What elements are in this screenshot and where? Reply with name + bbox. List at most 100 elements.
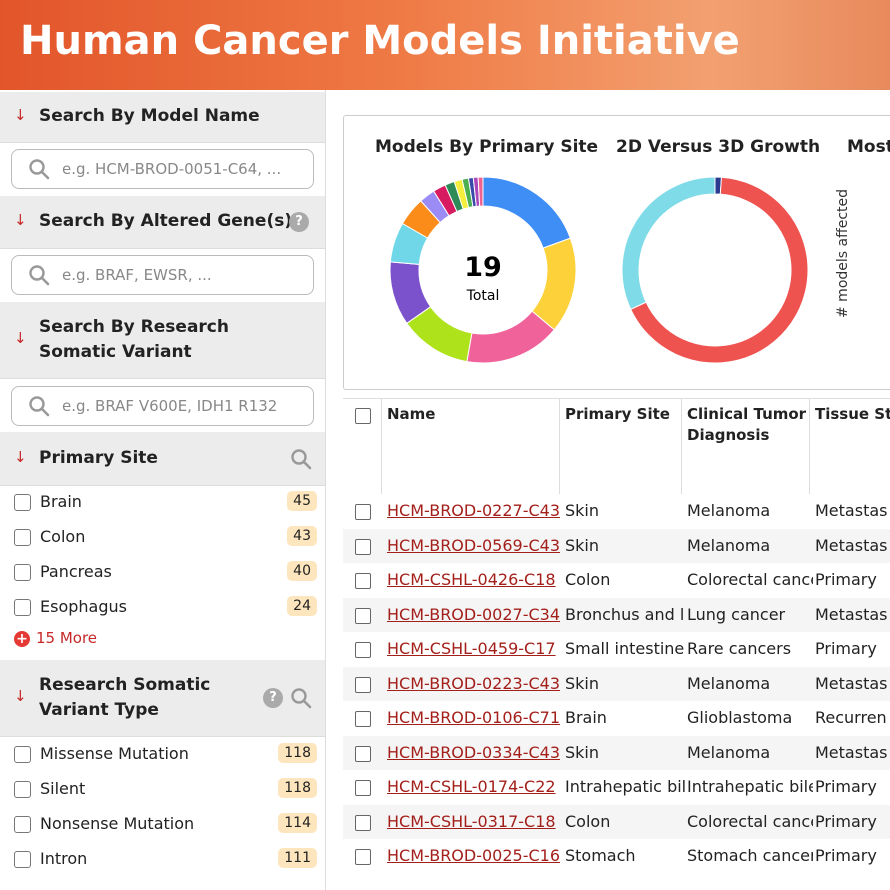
- filter-item[interactable]: Brain 45: [14, 491, 317, 515]
- checkbox[interactable]: [14, 494, 31, 511]
- checkbox[interactable]: [14, 816, 31, 833]
- section-title: Search By Altered Gene(s): [39, 211, 293, 231]
- model-link[interactable]: HCM-BROD-0227-C43: [387, 501, 561, 520]
- filter-item[interactable]: Colon 43: [14, 526, 317, 550]
- checkbox[interactable]: [355, 408, 371, 424]
- checkbox[interactable]: [355, 780, 371, 796]
- icon-part: [291, 688, 307, 704]
- checkbox[interactable]: [355, 814, 371, 831]
- column-divider: [681, 398, 682, 494]
- checkbox[interactable]: [355, 573, 371, 589]
- model-link[interactable]: HCM-BROD-0569-C43: [387, 535, 561, 555]
- center-label: Total: [466, 288, 500, 304]
- filter-item[interactable]: Missense Mutation 118: [14, 743, 317, 767]
- filter-item[interactable]: Pancreas 40: [14, 561, 317, 585]
- filter-item[interactable]: Intron 111: [14, 848, 317, 872]
- help-icon[interactable]: ?: [263, 688, 283, 708]
- search-input[interactable]: e.g. BRAF, EWSR, ...: [11, 255, 314, 295]
- column-header[interactable]: Tissue St: [815, 405, 890, 423]
- table-cell: Primary: [815, 777, 877, 796]
- filter-item[interactable]: Silent 118: [14, 778, 317, 802]
- table-cell: Primary: [815, 846, 877, 865]
- item-label: Silent: [40, 779, 86, 798]
- table-row: [343, 701, 890, 736]
- placeholder: e.g. BRAF, EWSR, ...: [62, 266, 212, 284]
- section-header[interactable]: ↓ Search By Research Somatic Variant: [0, 302, 325, 379]
- checkbox[interactable]: [355, 676, 371, 693]
- column-divider: [381, 398, 382, 494]
- item-label: Brain: [40, 492, 82, 511]
- icon-part: [291, 448, 307, 465]
- item-count: 45: [287, 491, 317, 511]
- model-link[interactable]: HCM-BROD-0334-C43: [387, 742, 561, 762]
- item-label: Pancreas: [40, 562, 112, 581]
- item-count: 40: [287, 561, 317, 581]
- model-link[interactable]: HCM-BROD-0027-C34: [387, 604, 561, 624]
- checkbox[interactable]: [355, 849, 371, 865]
- table-row: [343, 735, 890, 770]
- donut-segment[interactable]: [621, 176, 716, 310]
- table-cell: Recurren: [815, 708, 887, 727]
- checkbox[interactable]: [14, 529, 31, 546]
- icon-part: [302, 460, 312, 469]
- donut-segment[interactable]: [482, 176, 572, 249]
- column-header[interactable]: Clinical Tumor Diagnosis: [687, 405, 807, 444]
- search-input[interactable]: e.g. BRAF V600E, IDH1 R132: [11, 386, 314, 426]
- model-link[interactable]: HCM-BROD-0223-C43: [387, 673, 561, 693]
- checkbox[interactable]: [355, 607, 371, 624]
- donut-segment[interactable]: [466, 310, 555, 364]
- table-cell: Metastas: [815, 673, 888, 693]
- checkbox[interactable]: [14, 564, 31, 581]
- help-icon[interactable]: ?: [289, 212, 309, 232]
- column-header[interactable]: Name: [387, 405, 436, 423]
- table-cell: Skin: [565, 742, 600, 762]
- section-header[interactable]: ↓ Search By Altered Gene(s)?: [0, 196, 325, 249]
- checkbox[interactable]: [14, 599, 31, 616]
- model-link[interactable]: HCM-CSHL-0317-C18: [387, 811, 556, 831]
- model-link[interactable]: HCM-CSHL-0174-C22: [387, 777, 556, 796]
- table-cell: Melanoma: [687, 742, 771, 762]
- search-input[interactable]: e.g. HCM-BROD-0051-C64, ...: [11, 149, 314, 189]
- section-header[interactable]: ↓ Search By Model Name: [0, 92, 325, 143]
- model-link[interactable]: HCM-CSHL-0459-C17: [387, 639, 556, 658]
- model-link[interactable]: HCM-BROD-0025-C16: [387, 846, 561, 865]
- column-header[interactable]: Primary Site: [565, 405, 670, 423]
- section-header[interactable]: ↓ Research Somatic Variant Type?: [0, 660, 325, 737]
- collapse-arrow: ↓: [14, 687, 27, 705]
- charts: 19 Total: [389, 176, 809, 364]
- section-header[interactable]: ↓ Primary Site: [0, 432, 325, 486]
- filter-item[interactable]: Nonsense Mutation 114: [14, 813, 317, 837]
- table-cell: Stomach cancer: [687, 846, 813, 865]
- table-cell: Bronchus and lu: [565, 604, 685, 624]
- checkbox[interactable]: [14, 746, 31, 763]
- donut-segment[interactable]: [477, 176, 484, 207]
- site-title[interactable]: Human Cancer Models Initiative: [20, 18, 740, 64]
- checkbox[interactable]: [355, 711, 371, 727]
- checkbox[interactable]: [355, 745, 371, 762]
- table-cell: Primary: [815, 639, 877, 658]
- table-cell: Metastas: [815, 742, 888, 762]
- icon-part: [40, 407, 50, 417]
- filter-item[interactable]: Esophagus 24: [14, 596, 317, 620]
- table-cell: Melanoma: [687, 501, 771, 520]
- checkbox[interactable]: [355, 642, 371, 658]
- collapse-arrow: ↓: [14, 329, 27, 347]
- checkbox[interactable]: [355, 504, 371, 520]
- checkbox[interactable]: [14, 781, 31, 798]
- show-more[interactable]: +15 More: [14, 629, 97, 647]
- table-cell: Metastas: [815, 501, 888, 520]
- search-icon: [29, 265, 50, 286]
- placeholder: e.g. HCM-BROD-0051-C64, ...: [62, 160, 282, 178]
- search-icon: [29, 396, 50, 417]
- checkbox[interactable]: [14, 851, 31, 868]
- icon-part: [29, 396, 45, 412]
- model-link[interactable]: HCM-BROD-0106-C71: [387, 708, 561, 727]
- item-label: Nonsense Mutation: [40, 814, 195, 833]
- table-cell: Stomach: [565, 846, 636, 865]
- chart-panel: 19 Total: [343, 115, 890, 390]
- model-link[interactable]: HCM-CSHL-0426-C18: [387, 570, 556, 589]
- checkbox[interactable]: [355, 538, 371, 555]
- search-icon: [291, 688, 312, 709]
- table-cell: Skin: [565, 673, 600, 693]
